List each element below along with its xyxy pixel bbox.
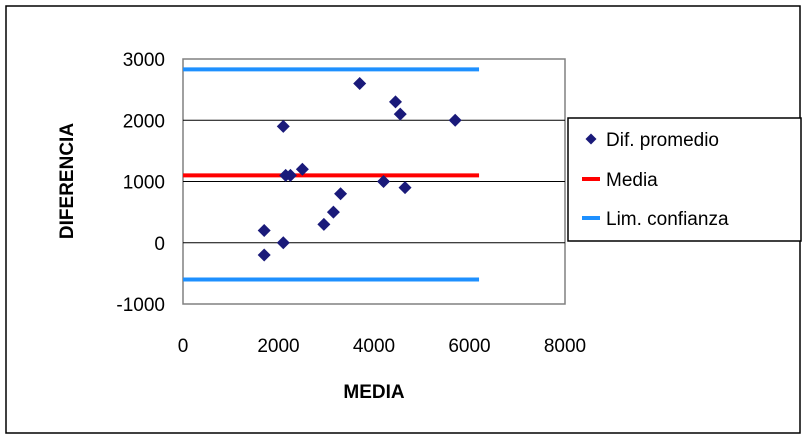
data-points xyxy=(257,77,462,262)
x-tick-label-1: 2000 xyxy=(257,336,299,357)
legend-box xyxy=(567,117,802,242)
x-axis-title: MEDIA xyxy=(343,382,405,403)
y-tick-label-0: 3000 xyxy=(123,50,165,71)
reference-lines xyxy=(183,67,480,282)
data-point-3 xyxy=(276,119,290,133)
data-point-11 xyxy=(377,175,391,188)
x-tick-label-4: 8000 xyxy=(544,336,586,357)
data-point-0 xyxy=(257,224,271,237)
data-point-7 xyxy=(317,217,331,231)
x-tick-label-0: 0 xyxy=(178,336,189,357)
y-tick-label-2: 1000 xyxy=(123,173,165,194)
data-point-12 xyxy=(388,95,402,109)
y-axis-title: DIFERENCIA xyxy=(57,123,78,239)
data-point-9 xyxy=(334,187,348,201)
data-point-2 xyxy=(276,236,290,250)
data-point-6 xyxy=(295,162,309,176)
y-tick-label-4: -1000 xyxy=(116,295,165,316)
y-tick-label-3: 0 xyxy=(154,234,165,255)
data-point-15 xyxy=(448,113,462,127)
gridlines xyxy=(183,119,565,244)
legend-label-0: Dif. promedio xyxy=(606,130,719,151)
y-tick-labels: 3000 2000 1000 0 -1000 xyxy=(116,50,165,316)
x-tick-label-3: 6000 xyxy=(448,336,490,357)
data-point-14 xyxy=(398,181,412,195)
data-point-1 xyxy=(257,248,271,262)
x-tick-label-2: 4000 xyxy=(353,336,395,357)
legend-marker-0 xyxy=(585,133,597,145)
data-point-5 xyxy=(283,168,297,182)
x-tick-labels: 0 2000 4000 6000 8000 xyxy=(178,336,586,357)
data-point-13 xyxy=(393,107,407,121)
data-point-8 xyxy=(326,205,340,219)
legend-label-1: Media xyxy=(606,170,658,191)
legend-label-2: Lim. confianza xyxy=(606,209,729,230)
data-point-10 xyxy=(353,77,367,90)
y-tick-label-1: 2000 xyxy=(123,111,165,132)
legend: Dif. promedio Media Lim. confianza xyxy=(567,117,802,242)
